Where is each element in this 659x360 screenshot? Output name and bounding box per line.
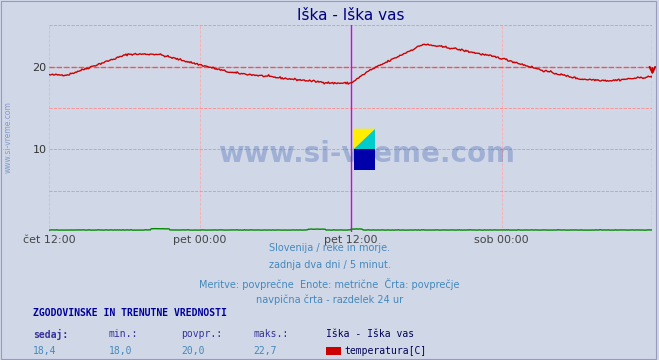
Text: 20,0: 20,0: [181, 346, 205, 356]
Polygon shape: [354, 129, 375, 149]
Text: navpična črta - razdelek 24 ur: navpična črta - razdelek 24 ur: [256, 295, 403, 305]
Text: sedaj:: sedaj:: [33, 329, 68, 340]
Text: temperatura[C]: temperatura[C]: [345, 346, 427, 356]
Text: www.si-vreme.com: www.si-vreme.com: [3, 101, 13, 173]
Text: ZGODOVINSKE IN TRENUTNE VREDNOSTI: ZGODOVINSKE IN TRENUTNE VREDNOSTI: [33, 308, 227, 318]
Text: zadnja dva dni / 5 minut.: zadnja dva dni / 5 minut.: [269, 260, 390, 270]
Polygon shape: [354, 129, 375, 149]
Text: 22,7: 22,7: [254, 346, 277, 356]
Text: 18,4: 18,4: [33, 346, 57, 356]
Text: povpr.:: povpr.:: [181, 329, 222, 339]
Title: Iška - Iška vas: Iška - Iška vas: [297, 8, 405, 23]
Text: Meritve: povprečne  Enote: metrične  Črta: povprečje: Meritve: povprečne Enote: metrične Črta:…: [199, 278, 460, 289]
Text: Slovenija / reke in morje.: Slovenija / reke in morje.: [269, 243, 390, 253]
Text: maks.:: maks.:: [254, 329, 289, 339]
Bar: [354, 149, 375, 170]
Text: 18,0: 18,0: [109, 346, 132, 356]
Text: min.:: min.:: [109, 329, 138, 339]
Text: Iška - Iška vas: Iška - Iška vas: [326, 329, 415, 339]
Text: www.si-vreme.com: www.si-vreme.com: [218, 140, 515, 167]
